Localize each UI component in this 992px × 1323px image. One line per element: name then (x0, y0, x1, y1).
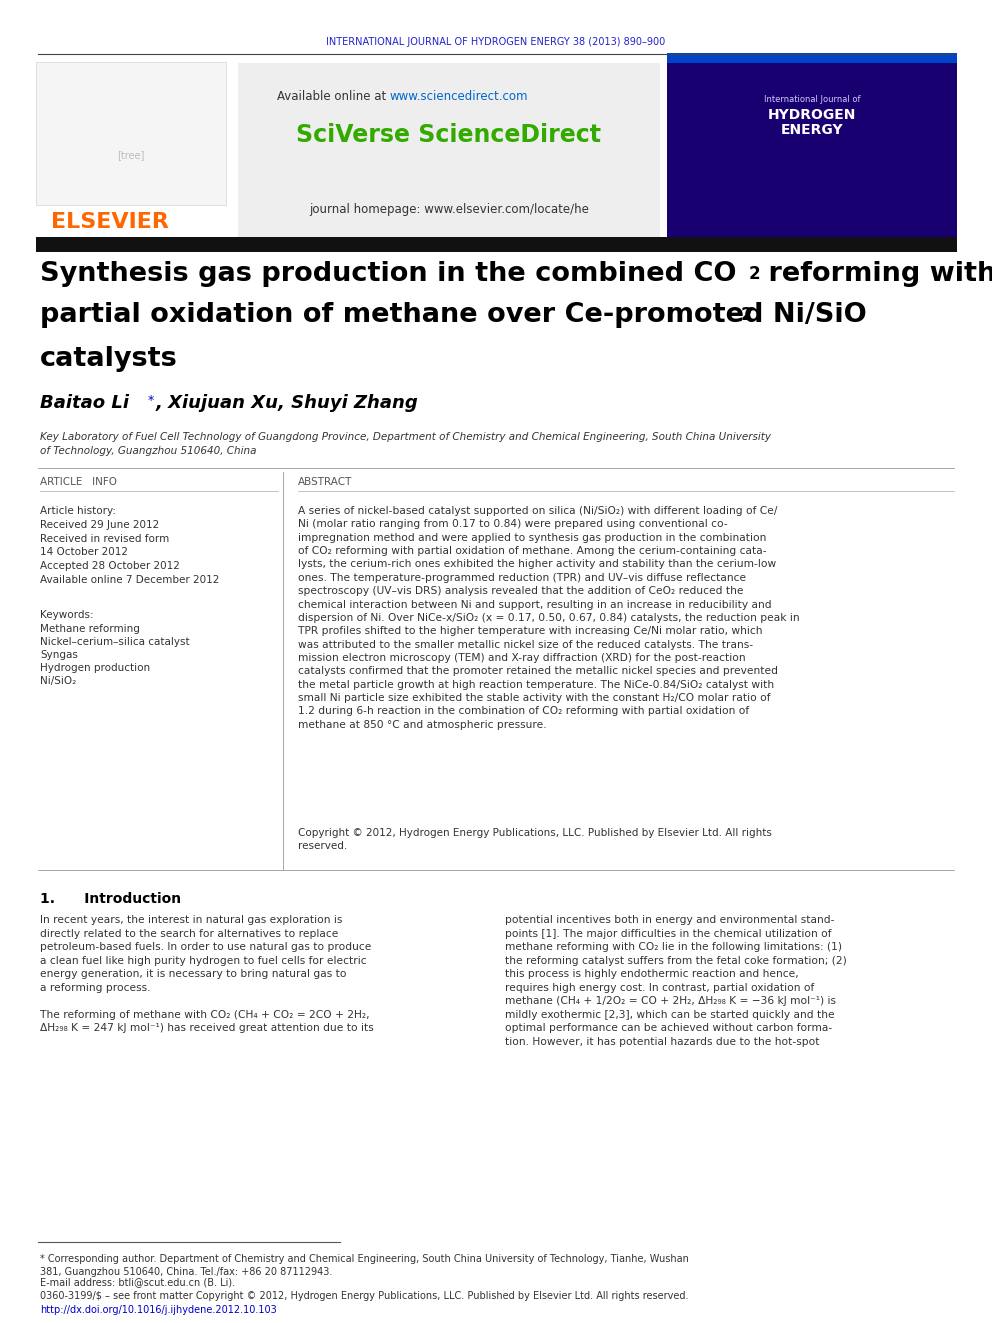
Text: Available online 7 December 2012: Available online 7 December 2012 (40, 576, 219, 585)
Text: 14 October 2012: 14 October 2012 (40, 546, 128, 557)
Text: ENERGY: ENERGY (781, 123, 843, 138)
Text: Available online at: Available online at (277, 90, 390, 103)
Text: reforming with: reforming with (759, 261, 992, 287)
Text: Received 29 June 2012: Received 29 June 2012 (40, 520, 160, 531)
Text: HYDROGEN: HYDROGEN (768, 108, 856, 122)
Text: E-mail address: btli@scut.edu.cn (B. Li).: E-mail address: btli@scut.edu.cn (B. Li)… (40, 1277, 235, 1287)
Text: Synthesis gas production in the combined CO: Synthesis gas production in the combined… (40, 261, 736, 287)
Text: INTERNATIONAL JOURNAL OF HYDROGEN ENERGY 38 (2013) 890–900: INTERNATIONAL JOURNAL OF HYDROGEN ENERGY… (326, 37, 666, 48)
Text: A series of nickel-based catalyst supported on silica (Ni/SiO₂) with different l: A series of nickel-based catalyst suppor… (298, 505, 800, 730)
Text: Accepted 28 October 2012: Accepted 28 October 2012 (40, 561, 180, 572)
Text: Ni/SiO₂: Ni/SiO₂ (40, 676, 76, 687)
Bar (667, 53, 957, 64)
Text: Keywords:: Keywords: (40, 610, 93, 620)
Text: Copyright © 2012, Hydrogen Energy Publications, LLC. Published by Elsevier Ltd. : Copyright © 2012, Hydrogen Energy Public… (298, 828, 772, 851)
Text: 0360-3199/$ – see front matter Copyright © 2012, Hydrogen Energy Publications, L: 0360-3199/$ – see front matter Copyright… (40, 1291, 688, 1301)
Bar (238, 64, 660, 238)
Text: partial oxidation of methane over Ce-promoted Ni/SiO: partial oxidation of methane over Ce-pro… (40, 302, 867, 328)
Text: 2: 2 (741, 306, 753, 324)
Text: Nickel–cerium–silica catalyst: Nickel–cerium–silica catalyst (40, 636, 189, 647)
Text: 1.      Introduction: 1. Introduction (40, 892, 182, 906)
Text: journal homepage: www.elsevier.com/locate/he: journal homepage: www.elsevier.com/locat… (310, 204, 589, 217)
Text: http://dx.doi.org/10.1016/j.ijhydene.2012.10.103: http://dx.doi.org/10.1016/j.ijhydene.201… (40, 1304, 277, 1315)
Text: ARTICLE   INFO: ARTICLE INFO (40, 478, 117, 487)
Text: ELSEVIER: ELSEVIER (51, 212, 169, 232)
Text: SciVerse ScienceDirect: SciVerse ScienceDirect (297, 123, 601, 147)
Text: [tree]: [tree] (117, 149, 145, 160)
Bar (36, 237, 957, 251)
Text: *: * (148, 394, 154, 407)
Text: , Xiujuan Xu, Shuyi Zhang: , Xiujuan Xu, Shuyi Zhang (156, 394, 419, 411)
Text: ABSTRACT: ABSTRACT (298, 478, 352, 487)
Text: www.sciencedirect.com: www.sciencedirect.com (390, 90, 529, 103)
Text: potential incentives both in energy and environmental stand-
points [1]. The maj: potential incentives both in energy and … (505, 916, 847, 1046)
Text: Article history:: Article history: (40, 505, 116, 516)
Text: Syngas: Syngas (40, 650, 78, 660)
Text: International Journal of: International Journal of (764, 95, 860, 105)
Text: 2: 2 (749, 265, 761, 283)
Text: * Corresponding author. Department of Chemistry and Chemical Engineering, South : * Corresponding author. Department of Ch… (40, 1254, 688, 1277)
Bar (667, 61, 957, 242)
Bar (36, 62, 226, 205)
Text: Hydrogen production: Hydrogen production (40, 663, 150, 673)
Text: catalysts: catalysts (40, 347, 178, 372)
Text: Baitao Li: Baitao Li (40, 394, 129, 411)
Text: Received in revised form: Received in revised form (40, 534, 170, 544)
Text: In recent years, the interest in natural gas exploration is
directly related to : In recent years, the interest in natural… (40, 916, 374, 1033)
Text: Key Laboratory of Fuel Cell Technology of Guangdong Province, Department of Chem: Key Laboratory of Fuel Cell Technology o… (40, 433, 771, 456)
Text: Methane reforming: Methane reforming (40, 624, 140, 634)
